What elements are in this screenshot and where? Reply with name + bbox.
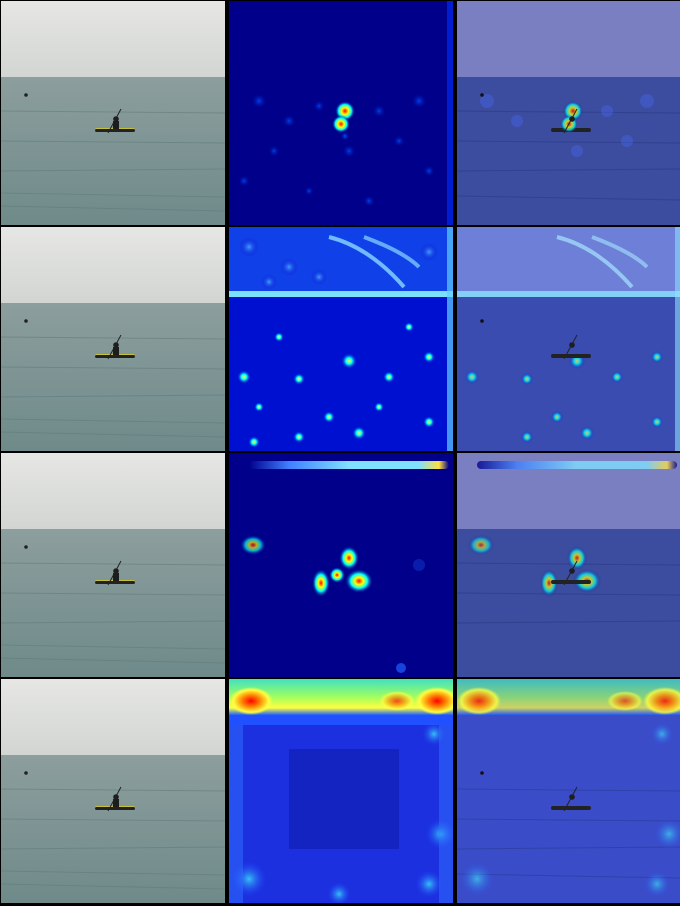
row1-attention-heatmap [229,1,453,225]
row4-original-photo [1,679,225,903]
row3-heatmap-overlay [457,453,680,677]
row3-attention-heatmap [229,453,453,677]
row2-attention-heatmap [229,227,453,451]
row4-attention-heatmap [229,679,453,903]
kayak-icon [95,786,135,812]
row3-original-photo [1,453,225,677]
kayak-icon [95,334,135,360]
row2-heatmap-overlay [457,227,680,451]
row1-original-photo [1,1,225,225]
row1-heatmap-overlay [457,1,680,225]
row2-original-photo [1,227,225,451]
kayak-icon [95,560,135,586]
kayak-icon [95,108,135,134]
row4-heatmap-overlay [457,679,680,903]
